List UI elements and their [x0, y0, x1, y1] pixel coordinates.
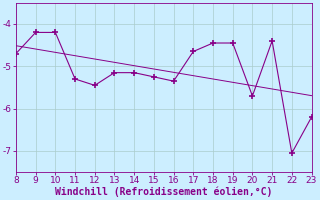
- X-axis label: Windchill (Refroidissement éolien,°C): Windchill (Refroidissement éolien,°C): [55, 187, 272, 197]
